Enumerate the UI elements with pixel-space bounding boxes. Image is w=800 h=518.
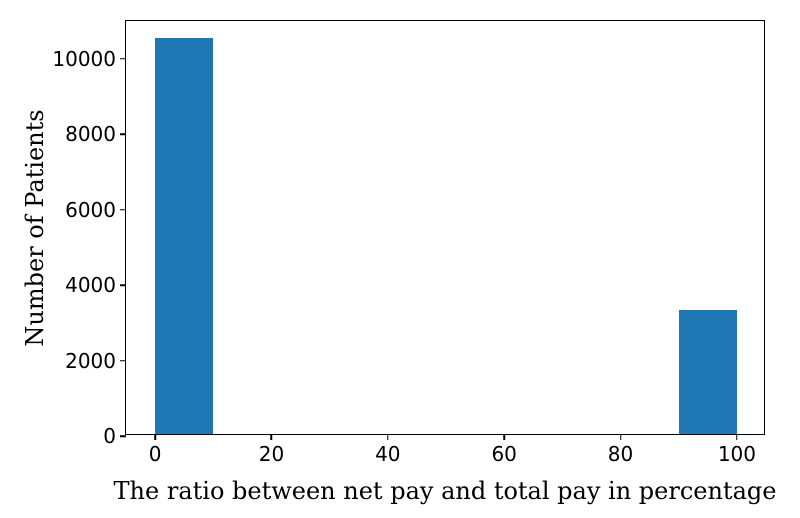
y-tick-label: 4000 xyxy=(65,273,126,297)
histogram-bar xyxy=(155,38,213,434)
x-axis-label: The ratio between net pay and total pay … xyxy=(114,477,777,505)
histogram-figure: 0200040006000800010000020406080100 Numbe… xyxy=(0,0,800,518)
y-axis-label: Number of Patients xyxy=(21,109,49,346)
x-tick-label: 60 xyxy=(491,434,516,466)
x-tick-label: 20 xyxy=(259,434,284,466)
y-tick-label: 2000 xyxy=(65,349,126,373)
x-tick-label: 80 xyxy=(608,434,633,466)
histogram-bar xyxy=(679,310,737,435)
x-tick-label: 100 xyxy=(718,434,756,466)
y-tick-label: 8000 xyxy=(65,122,126,146)
plot-area: 0200040006000800010000020406080100 xyxy=(125,20,765,435)
y-tick-label: 10000 xyxy=(52,47,126,71)
x-tick-label: 0 xyxy=(149,434,162,466)
y-tick-label: 6000 xyxy=(65,198,126,222)
y-tick-label: 0 xyxy=(103,424,126,448)
x-tick-label: 40 xyxy=(375,434,400,466)
